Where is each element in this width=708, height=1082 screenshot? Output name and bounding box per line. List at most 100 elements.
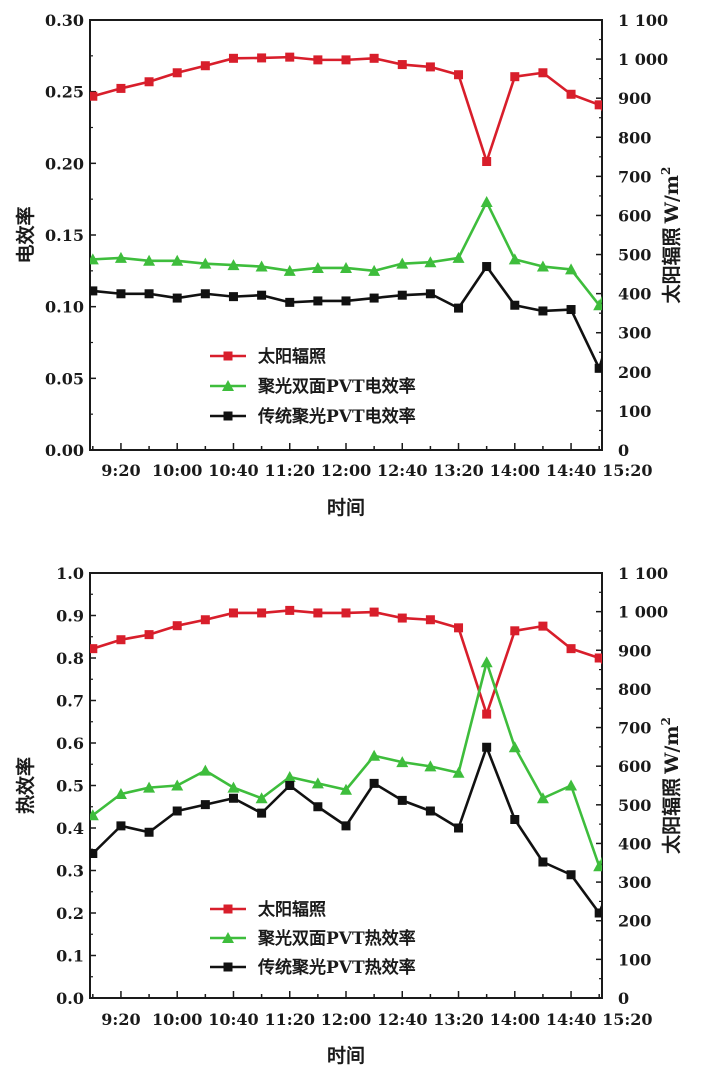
right-y-tick-label: 400	[618, 285, 651, 304]
legend-marker-square	[223, 904, 233, 914]
data-point-square	[90, 91, 98, 101]
legend-label: 聚光双面PVT电效率	[257, 376, 416, 397]
data-point-square	[510, 72, 520, 82]
x-tick-label: 15:20	[602, 1010, 652, 1029]
right-y-tick-label: 500	[618, 246, 651, 265]
chart-panel-1: 0.00 0.05 0.10 0.15 0.20 0.25 0.30 0 100 200 300 40…	[14, 11, 683, 519]
legend-marker-triangle	[222, 932, 234, 943]
data-point-triangle	[340, 783, 352, 795]
right-y-tick-label: 0	[618, 441, 629, 460]
data-point-square	[313, 608, 323, 618]
data-point-square	[228, 608, 238, 618]
right-y-tick-label: 700	[618, 719, 651, 738]
left-y-tick-label: 0.1	[56, 947, 84, 966]
data-point-square	[144, 827, 154, 837]
x-tick-label: 10:40	[208, 1010, 258, 1029]
data-point-triangle	[396, 257, 409, 269]
data-point-square	[538, 857, 548, 867]
data-point-triangle	[368, 264, 381, 276]
data-point-triangle	[593, 860, 602, 872]
legend-marker-triangle	[222, 380, 234, 391]
data-point-triangle	[508, 253, 521, 265]
data-point-square	[116, 821, 126, 831]
x-tick-label: 9:20	[101, 1010, 140, 1029]
data-point-square	[90, 644, 98, 654]
data-point-triangle	[396, 756, 409, 768]
x-tick-label: 12:40	[377, 1010, 427, 1029]
data-point-square	[285, 781, 295, 790]
right-y-axis-title-unit: W/m	[661, 725, 683, 774]
data-point-square	[285, 52, 295, 62]
data-point-triangle	[536, 260, 549, 272]
data-point-square	[594, 653, 602, 663]
legend-label: 太阳辐照	[258, 899, 326, 920]
data-point-square	[341, 821, 351, 831]
data-point-square	[510, 815, 520, 824]
right-y-axis-title: 太阳辐照 W/m2	[659, 167, 683, 304]
data-point-square	[116, 289, 126, 299]
right-y-tick-label: 1 100	[618, 11, 668, 30]
right-y-tick-label: 1 100	[618, 564, 668, 583]
right-y-axis-title: 太阳辐照 W/m2	[659, 717, 683, 854]
data-point-square	[144, 289, 154, 299]
data-point-triangle	[424, 760, 437, 772]
series-line	[91, 745, 602, 915]
left-y-tick-label: 0.25	[45, 83, 84, 102]
data-point-triangle	[90, 253, 99, 265]
legend-label: 传统聚光PVT电效率	[257, 406, 416, 427]
data-point-triangle	[283, 264, 296, 276]
data-point-square	[116, 635, 126, 645]
data-point-square	[172, 621, 182, 631]
legend-label: 聚光双面PVT热效率	[257, 928, 416, 949]
series-3	[90, 742, 602, 918]
data-point-square	[313, 802, 323, 812]
left-y-tick-label: 0.0	[56, 989, 84, 1008]
right-y-tick-label: 400	[618, 834, 651, 853]
data-point-triangle	[143, 781, 156, 793]
left-y-tick-label: 0.7	[56, 692, 84, 711]
data-point-triangle	[255, 260, 268, 272]
data-point-square	[90, 286, 98, 296]
data-point-square	[623, 274, 632, 283]
data-point-square	[341, 296, 351, 306]
series-line	[92, 200, 602, 307]
data-point-square	[594, 363, 602, 373]
data-point-triangle	[480, 656, 493, 668]
data-point-triangle	[340, 261, 352, 273]
data-point-triangle	[114, 788, 127, 799]
data-point-square	[566, 89, 576, 99]
data-point-triangle	[199, 257, 212, 269]
x-tick-label: 12:00	[321, 461, 371, 480]
right-y-axis-title-unit: W/m	[661, 175, 683, 224]
legend-marker-square	[223, 962, 233, 972]
data-point-square	[90, 849, 98, 858]
data-point-square	[425, 615, 435, 625]
right-y-tick-label: 100	[618, 402, 651, 421]
right-y-tick-label: 700	[618, 167, 651, 186]
x-tick-label: 12:40	[377, 461, 427, 480]
x-tick-label: 11:20	[265, 1010, 315, 1029]
data-point-square	[482, 157, 492, 167]
data-point-square	[594, 908, 602, 918]
data-point-square	[566, 644, 576, 654]
right-y-tick-label: 600	[618, 757, 651, 776]
right-y-axis-title-sup: 2	[659, 717, 673, 725]
data-point-triangle	[227, 259, 240, 271]
data-point-square	[144, 630, 154, 640]
data-point-square	[369, 778, 379, 788]
data-point-square	[257, 808, 267, 818]
x-tick-label: 10:00	[152, 1010, 202, 1029]
legend-marker-square	[223, 411, 233, 421]
data-point-square	[369, 293, 379, 303]
x-tick-label: 10:00	[152, 461, 202, 480]
data-point-square	[257, 53, 267, 63]
data-point-triangle	[452, 766, 465, 778]
data-point-triangle	[565, 779, 578, 791]
data-point-triangle	[283, 771, 296, 782]
left-y-tick-label: 0.10	[45, 298, 84, 317]
data-point-square	[144, 77, 154, 87]
data-point-square	[538, 306, 548, 316]
data-point-square	[200, 800, 210, 810]
